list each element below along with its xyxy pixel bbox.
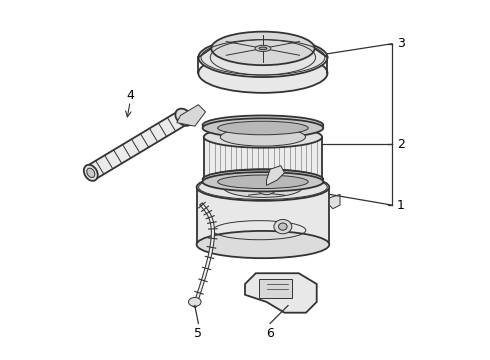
Ellipse shape <box>202 172 323 192</box>
Text: 2: 2 <box>397 138 405 150</box>
Polygon shape <box>177 105 205 126</box>
Ellipse shape <box>202 116 323 135</box>
Ellipse shape <box>204 126 322 148</box>
Polygon shape <box>267 166 285 185</box>
FancyBboxPatch shape <box>259 279 292 298</box>
Text: 4: 4 <box>126 89 134 102</box>
Ellipse shape <box>196 174 329 201</box>
FancyBboxPatch shape <box>196 187 329 244</box>
Ellipse shape <box>84 165 98 181</box>
Ellipse shape <box>255 45 271 51</box>
FancyBboxPatch shape <box>211 48 315 57</box>
Ellipse shape <box>202 118 323 138</box>
Polygon shape <box>245 273 317 313</box>
Ellipse shape <box>196 231 329 258</box>
Ellipse shape <box>259 47 267 50</box>
Ellipse shape <box>220 128 306 146</box>
Ellipse shape <box>218 121 308 135</box>
FancyBboxPatch shape <box>204 137 322 180</box>
Polygon shape <box>329 194 340 209</box>
Ellipse shape <box>257 180 276 195</box>
Ellipse shape <box>274 220 292 234</box>
Text: 6: 6 <box>266 327 274 340</box>
Text: 5: 5 <box>195 327 202 340</box>
Ellipse shape <box>223 177 303 197</box>
Ellipse shape <box>278 223 287 230</box>
Ellipse shape <box>220 171 306 189</box>
Polygon shape <box>87 112 185 180</box>
Ellipse shape <box>211 32 315 65</box>
Ellipse shape <box>87 168 95 177</box>
Text: 1: 1 <box>397 199 405 212</box>
Ellipse shape <box>189 297 201 306</box>
Ellipse shape <box>202 170 323 189</box>
Ellipse shape <box>204 169 322 191</box>
Ellipse shape <box>175 109 193 126</box>
Ellipse shape <box>198 53 327 93</box>
Ellipse shape <box>218 175 308 189</box>
Ellipse shape <box>198 38 327 77</box>
Text: 3: 3 <box>397 37 405 50</box>
